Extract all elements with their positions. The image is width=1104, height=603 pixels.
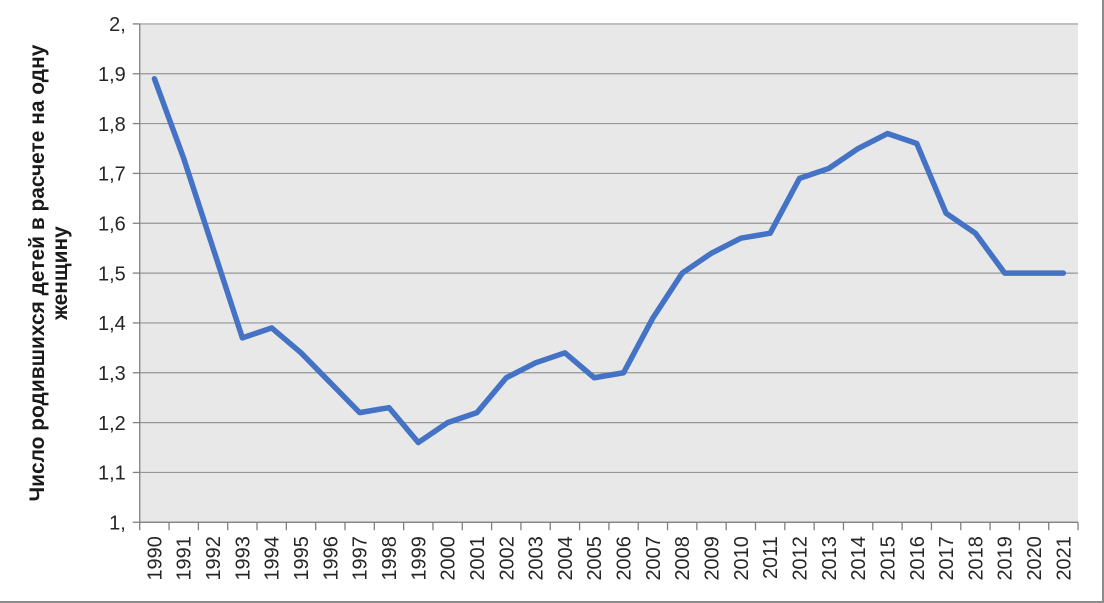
x-tick-label: 1998 [379, 536, 401, 580]
y-tick-label: 1,1 [98, 463, 126, 485]
y-axis-title-line: женщину [49, 226, 72, 321]
x-tick-label: 2010 [731, 536, 753, 580]
y-tick-label: 1,3 [98, 363, 126, 385]
y-tick-label: 1,9 [98, 64, 126, 86]
x-tick-label: 1995 [291, 536, 313, 580]
x-tick-label: 2002 [496, 536, 518, 580]
x-tick-label: 2014 [848, 536, 870, 580]
x-tick-label: 2008 [672, 536, 694, 580]
x-tick-label: 1992 [203, 536, 225, 580]
x-tick-label: 2007 [643, 536, 665, 580]
x-tick-label: 2017 [936, 536, 958, 580]
x-tick-label: 2006 [614, 536, 636, 580]
y-tick-label: 1, [109, 512, 126, 534]
y-tick-label: 1,5 [98, 263, 126, 285]
x-tick-label: 2004 [555, 536, 577, 580]
x-tick-label: 2000 [438, 536, 460, 580]
x-tick-label: 2018 [965, 536, 987, 580]
y-tick-label: 2, [109, 14, 126, 36]
x-tick-label: 2001 [467, 536, 489, 580]
x-tick-label: 1993 [232, 536, 254, 580]
x-tick-label: 2021 [1053, 536, 1075, 580]
x-tick-label: 1990 [144, 536, 166, 580]
x-tick-label: 2019 [995, 536, 1017, 580]
x-tick-label: 1999 [408, 536, 430, 580]
x-tick-label: 2013 [819, 536, 841, 580]
y-tick-label: 1,4 [98, 313, 126, 335]
fertility-series-line [151, 75, 1067, 446]
y-tick-label: 1,2 [98, 413, 126, 435]
y-tick-label: 1,6 [98, 213, 126, 235]
x-tick-label: 2005 [584, 536, 606, 580]
x-tick-label: 1991 [174, 536, 196, 580]
x-tick-label: 2012 [789, 536, 811, 580]
x-tick-label: 2015 [877, 536, 899, 580]
y-axis-title-line: Число родившихся детей в расчете на одну [26, 44, 49, 501]
y-tick-label: 1,8 [98, 114, 126, 136]
y-tick-label: 1,7 [98, 164, 126, 186]
x-tick-label: 2011 [760, 536, 782, 579]
x-tick-label: 2003 [526, 536, 548, 580]
x-tick-label: 2016 [907, 536, 929, 580]
x-tick-label: 1994 [262, 536, 284, 580]
x-tick-label: 2020 [1024, 536, 1046, 580]
x-tick-label: 1997 [350, 536, 372, 580]
x-tick-label: 2009 [701, 536, 723, 580]
x-tick-label: 1996 [320, 536, 342, 580]
